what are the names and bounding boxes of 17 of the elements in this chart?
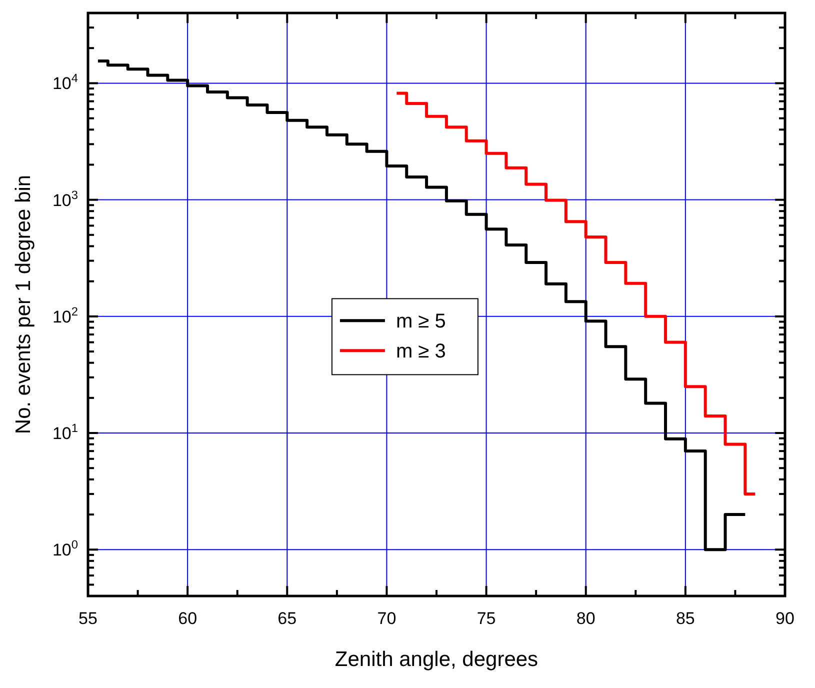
- y-tick-label: 10$^{0}$: [52, 538, 78, 560]
- x-tick-label: 70: [377, 609, 396, 628]
- x-tick-label: 75: [476, 609, 496, 628]
- legend-label: m ≥ 3: [396, 340, 446, 363]
- y-axis-title: No. events per 1 degree bin: [12, 174, 35, 434]
- y-tick-label: 10$^{4}$: [52, 71, 78, 94]
- x-tick-label: 60: [178, 609, 198, 628]
- x-axis-title: Zenith angle, degrees: [334, 648, 538, 671]
- x-tick-label: 55: [78, 609, 98, 628]
- x-tick-label: 90: [776, 609, 794, 628]
- x-tick-label: 65: [278, 609, 297, 628]
- y-tick-label: 10$^{2}$: [52, 304, 78, 326]
- x-tick-label: 80: [576, 609, 596, 628]
- legend-label: m ≥ 5: [396, 310, 446, 333]
- y-tick-label: 10$^{1}$: [52, 421, 78, 443]
- y-tick-label: 10$^{3}$: [52, 188, 78, 210]
- x-tick-label: 85: [676, 609, 695, 628]
